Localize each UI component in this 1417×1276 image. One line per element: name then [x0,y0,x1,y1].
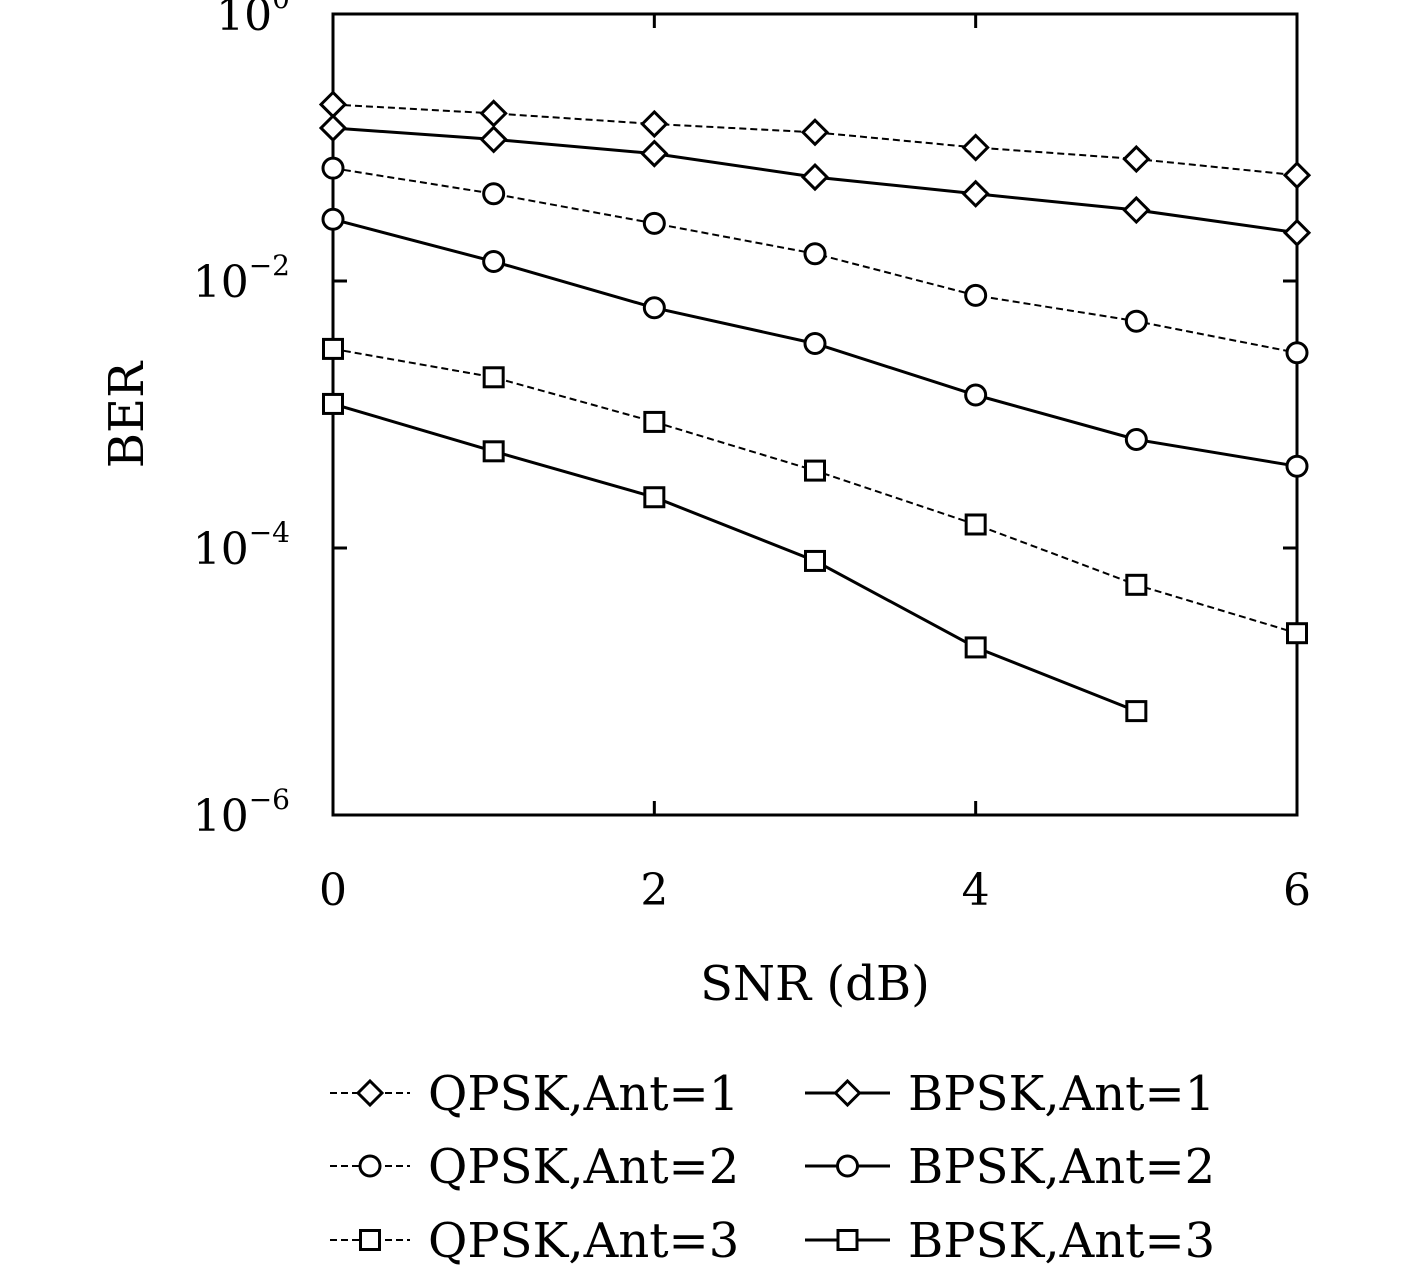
data-point [803,242,827,266]
data-point [803,332,827,356]
data-point [964,283,988,307]
legend: QPSK,Ant=1 BPSK,Ant=1 QPSK,Ant=2 BPSK,Ant=2… [330,1066,1215,1269]
legend-square-marker [359,1229,381,1251]
legend-label: BPSK,Ant=3 [908,1213,1215,1269]
legend-item: QPSK,Ant=3 [330,1213,739,1269]
legend-item: QPSK,Ant=2 [330,1139,739,1195]
legend-label: BPSK,Ant=1 [908,1066,1215,1122]
data-point [800,118,830,147]
data-point [640,109,669,139]
x-tick-label: 0 [319,865,347,916]
data-point [321,207,345,231]
legend-diamond-marker [355,1078,385,1108]
series-5 [322,392,1148,723]
x-axis: 0 2 4 6 [319,14,1311,916]
data-point [482,440,505,463]
data-point [964,383,988,407]
data-point [961,179,990,208]
legend-square-marker [836,1229,859,1251]
y-tick-label: 100 [216,0,290,41]
y-tick-label: 10−4 [193,516,290,575]
data-point [1285,341,1309,365]
data-point [964,636,987,659]
data-point [1122,195,1151,225]
data-point [800,162,830,192]
data-point [1124,309,1148,333]
series-layer [318,90,1312,723]
data-point [322,392,344,415]
data-point [318,90,348,119]
data-point [479,99,508,128]
data-point [961,133,990,162]
data-point [322,337,344,360]
y-axis: 100 10−2 10−4 10−6 [193,0,1297,842]
series-0 [318,90,1312,190]
data-point [479,125,508,154]
series-4 [322,337,1308,645]
data-point [1125,573,1148,596]
data-point [964,513,987,536]
data-point [321,156,345,180]
data-point [318,113,348,143]
data-point [1124,427,1148,451]
legend-label: QPSK,Ant=3 [428,1213,739,1269]
data-point [1282,218,1312,247]
y-tick-label: 10−6 [193,783,290,842]
legend-circle-marker [358,1154,382,1178]
legend-circle-marker [836,1154,859,1178]
legend-item: BPSK,Ant=3 [805,1213,1215,1269]
legend-diamond-marker [833,1078,862,1108]
series-2 [321,156,1309,365]
data-point [482,182,506,206]
legend-label: BPSK,Ant=2 [908,1139,1215,1195]
data-point [642,296,666,320]
legend-item: BPSK,Ant=2 [805,1139,1215,1195]
data-point [640,139,669,168]
legend-item: BPSK,Ant=1 [805,1066,1215,1122]
data-point [1285,454,1309,478]
data-point [482,366,505,389]
y-axis-label: BER [99,360,155,468]
data-point [1122,144,1151,174]
data-point [642,211,666,235]
series-line [332,402,1137,713]
data-point [1125,700,1148,723]
series-1 [318,113,1312,247]
series-3 [321,207,1309,478]
data-point [643,486,666,509]
legend-item: QPSK,Ant=1 [330,1066,739,1122]
x-tick-label: 2 [640,865,668,916]
data-point [643,410,666,433]
data-point [804,549,826,572]
data-point [1282,161,1312,190]
data-point [1286,622,1308,645]
x-axis-label: SNR (dB) [700,956,930,1012]
x-tick-label: 4 [962,865,990,916]
y-tick-label: 10−2 [193,249,290,308]
legend-label: QPSK,Ant=1 [428,1066,739,1122]
data-point [804,459,826,482]
data-point [482,249,506,273]
x-tick-label: 6 [1283,865,1311,916]
legend-label: QPSK,Ant=2 [428,1139,739,1195]
series-line [332,347,1298,635]
